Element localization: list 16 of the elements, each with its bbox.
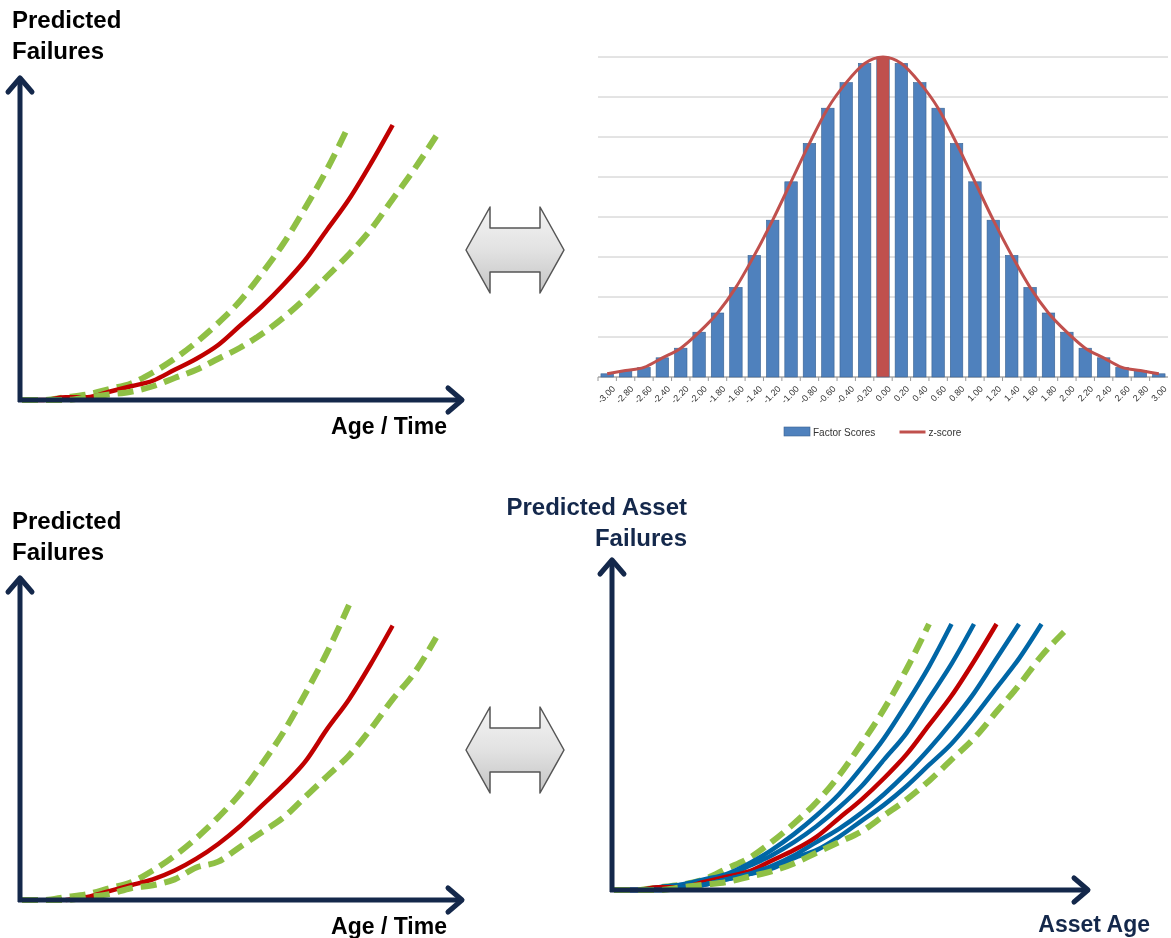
x-tick-label: 1.80: [1038, 383, 1059, 404]
y-axis-title: Predicted Failures: [12, 507, 122, 565]
x-tick-label: 0.80: [947, 383, 967, 404]
x-axis-title: Age / Time: [331, 913, 447, 938]
x-tick-label: 0.20: [891, 383, 912, 404]
x-tick-label: 3.00: [1149, 383, 1169, 404]
y-axis-title: Predicted Failures: [12, 6, 122, 64]
x-axis-title: Age / Time: [331, 413, 447, 439]
legend-label: Factor Scores: [813, 427, 876, 438]
x-axis-title: Asset Age: [1038, 911, 1150, 937]
y-axis-title: Predicted Asset Failures: [506, 493, 688, 551]
x-tick-label: 0.60: [928, 383, 949, 404]
legend-label: z-score: [928, 427, 962, 438]
x-tick-label: 1.20: [983, 383, 1004, 404]
x-tick-label: 0.40: [910, 383, 930, 404]
x-tick-label: 0.00: [873, 383, 893, 404]
